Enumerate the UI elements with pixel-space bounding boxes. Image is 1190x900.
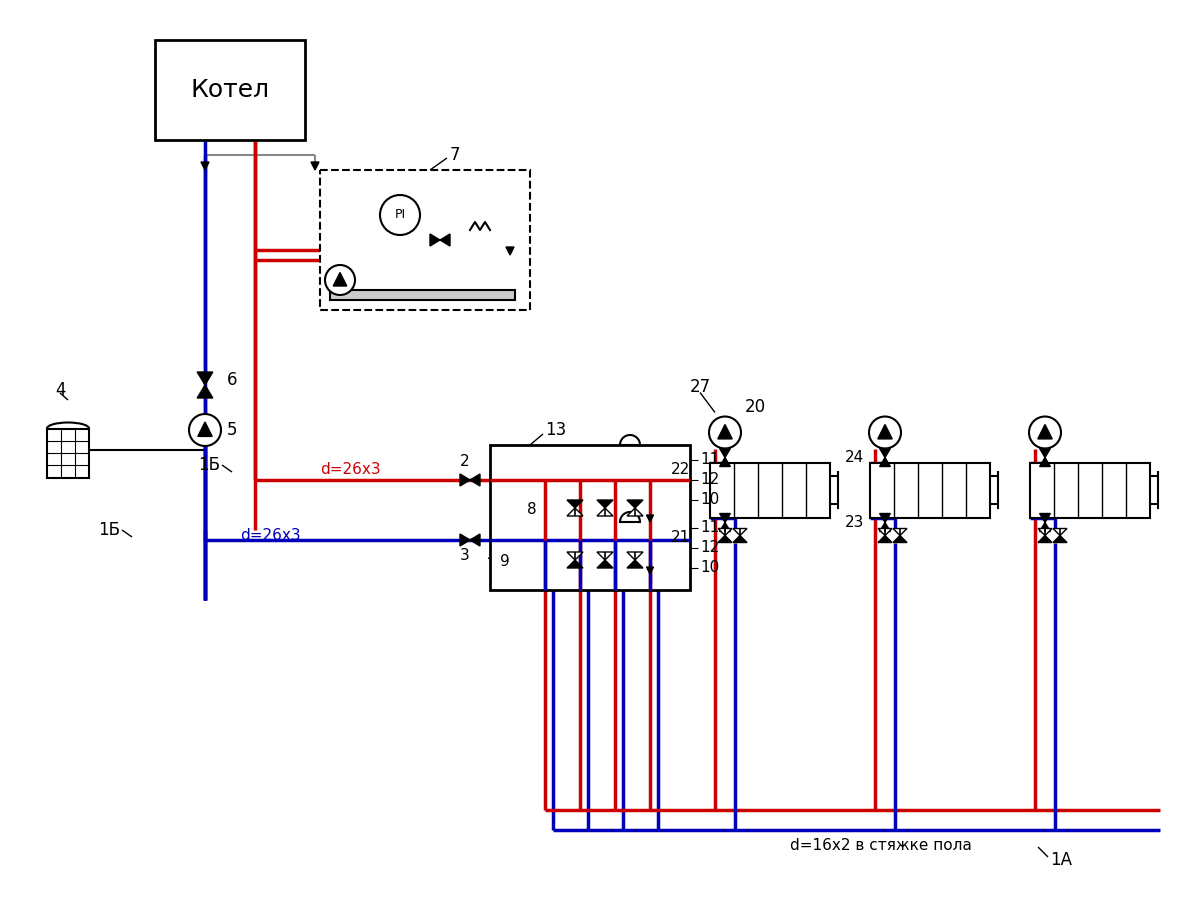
Text: Котел: Котел bbox=[190, 78, 270, 102]
Text: 2: 2 bbox=[461, 454, 470, 470]
Circle shape bbox=[189, 414, 221, 446]
Polygon shape bbox=[597, 508, 613, 516]
Bar bbox=[46, 428, 89, 478]
Polygon shape bbox=[198, 422, 212, 436]
Polygon shape bbox=[566, 500, 583, 508]
Text: 7: 7 bbox=[450, 146, 461, 164]
Text: 12: 12 bbox=[700, 472, 719, 488]
Polygon shape bbox=[461, 474, 470, 486]
Polygon shape bbox=[878, 536, 892, 543]
Text: d=26x3: d=26x3 bbox=[320, 463, 381, 478]
Polygon shape bbox=[440, 234, 450, 246]
Polygon shape bbox=[720, 457, 731, 466]
Text: 9: 9 bbox=[500, 554, 509, 570]
Polygon shape bbox=[646, 515, 653, 522]
Polygon shape bbox=[879, 457, 890, 466]
Text: 21: 21 bbox=[671, 530, 690, 545]
Polygon shape bbox=[720, 514, 731, 523]
Text: PI: PI bbox=[394, 209, 406, 221]
Text: 13: 13 bbox=[545, 421, 566, 439]
Bar bbox=[155, 40, 305, 140]
Polygon shape bbox=[1040, 457, 1051, 466]
Polygon shape bbox=[878, 528, 892, 536]
Text: 4: 4 bbox=[55, 381, 65, 399]
Polygon shape bbox=[720, 448, 731, 457]
Polygon shape bbox=[201, 162, 209, 170]
Polygon shape bbox=[461, 534, 470, 546]
Polygon shape bbox=[627, 508, 643, 516]
Circle shape bbox=[869, 417, 901, 448]
Polygon shape bbox=[311, 162, 319, 170]
Polygon shape bbox=[646, 567, 653, 574]
Ellipse shape bbox=[46, 422, 89, 435]
Circle shape bbox=[1029, 417, 1061, 448]
Polygon shape bbox=[892, 536, 907, 543]
Polygon shape bbox=[566, 560, 583, 568]
Text: 24: 24 bbox=[845, 450, 864, 465]
Polygon shape bbox=[470, 474, 480, 486]
Text: 11: 11 bbox=[700, 453, 719, 467]
Text: d=26x3: d=26x3 bbox=[240, 527, 301, 543]
Text: 11: 11 bbox=[700, 520, 719, 536]
Polygon shape bbox=[1040, 514, 1051, 523]
Polygon shape bbox=[597, 560, 613, 568]
Polygon shape bbox=[1038, 425, 1052, 439]
Polygon shape bbox=[1038, 528, 1052, 536]
Bar bbox=[320, 170, 530, 310]
Polygon shape bbox=[879, 448, 890, 457]
Text: 3: 3 bbox=[461, 547, 470, 562]
Text: 20: 20 bbox=[745, 399, 766, 417]
Polygon shape bbox=[1053, 528, 1067, 536]
Polygon shape bbox=[566, 552, 583, 560]
Polygon shape bbox=[506, 247, 514, 255]
Text: 8: 8 bbox=[527, 502, 537, 518]
Polygon shape bbox=[1038, 536, 1052, 543]
Polygon shape bbox=[430, 234, 440, 246]
Circle shape bbox=[325, 265, 355, 295]
Polygon shape bbox=[627, 552, 643, 560]
Polygon shape bbox=[1040, 523, 1051, 532]
Polygon shape bbox=[198, 372, 213, 385]
Text: 6: 6 bbox=[227, 371, 238, 389]
Text: 27: 27 bbox=[690, 379, 712, 397]
Polygon shape bbox=[878, 425, 892, 439]
Polygon shape bbox=[718, 536, 732, 543]
Text: 1Б: 1Б bbox=[198, 456, 220, 474]
Text: 10: 10 bbox=[700, 561, 719, 575]
Polygon shape bbox=[879, 514, 890, 523]
Circle shape bbox=[709, 417, 741, 448]
Bar bbox=[870, 463, 990, 518]
Polygon shape bbox=[720, 523, 731, 532]
Polygon shape bbox=[597, 500, 613, 508]
Bar bbox=[330, 290, 515, 300]
Polygon shape bbox=[892, 528, 907, 536]
Polygon shape bbox=[597, 552, 613, 560]
Polygon shape bbox=[470, 534, 480, 546]
Text: 10: 10 bbox=[700, 492, 719, 508]
Text: 23: 23 bbox=[845, 515, 864, 530]
Polygon shape bbox=[627, 560, 643, 568]
Polygon shape bbox=[718, 425, 732, 439]
Text: 12: 12 bbox=[700, 541, 719, 555]
Polygon shape bbox=[733, 528, 747, 536]
Polygon shape bbox=[733, 536, 747, 543]
Text: 1Б: 1Б bbox=[98, 521, 120, 539]
Bar bbox=[710, 463, 829, 518]
Bar bbox=[490, 445, 690, 590]
Text: d=16x2 в стяжке пола: d=16x2 в стяжке пола bbox=[790, 838, 972, 852]
Polygon shape bbox=[627, 500, 643, 508]
Text: 22: 22 bbox=[671, 463, 690, 478]
Text: 5: 5 bbox=[227, 421, 238, 439]
Text: 1А: 1А bbox=[1050, 851, 1072, 869]
Polygon shape bbox=[198, 385, 213, 398]
Polygon shape bbox=[566, 508, 583, 516]
Polygon shape bbox=[1053, 536, 1067, 543]
Bar bbox=[1031, 463, 1150, 518]
Polygon shape bbox=[879, 523, 890, 532]
Polygon shape bbox=[718, 528, 732, 536]
Circle shape bbox=[380, 195, 420, 235]
Polygon shape bbox=[1040, 448, 1051, 457]
Polygon shape bbox=[333, 273, 346, 286]
